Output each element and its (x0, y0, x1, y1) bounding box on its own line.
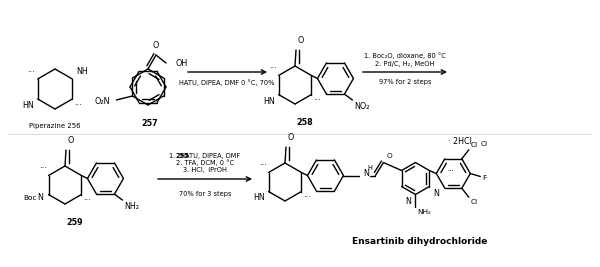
Text: O: O (386, 152, 392, 159)
Text: NO₂: NO₂ (355, 102, 370, 111)
Text: HN: HN (253, 194, 265, 202)
Text: HN: HN (263, 96, 275, 105)
Text: O: O (297, 36, 304, 45)
Text: ···: ··· (27, 68, 35, 77)
Text: ···: ··· (269, 65, 277, 73)
Text: O: O (67, 136, 73, 145)
Text: H: H (367, 166, 373, 171)
Text: 1.   HATU, DIPEA, DMF: 1. HATU, DIPEA, DMF (169, 153, 241, 159)
Text: NH₂: NH₂ (124, 202, 139, 211)
Text: O₂N: O₂N (95, 97, 110, 107)
Text: ···: ··· (83, 197, 91, 206)
Text: ···: ··· (313, 96, 322, 105)
Text: NH: NH (76, 67, 88, 76)
Text: 3. HCl,  iPrOH: 3. HCl, iPrOH (183, 167, 227, 173)
Text: 259: 259 (67, 218, 83, 227)
Text: ···: ··· (259, 162, 266, 171)
Text: N: N (433, 190, 439, 198)
Text: ···: ··· (38, 164, 47, 174)
Text: O: O (153, 41, 159, 50)
Text: · 2HCl: · 2HCl (448, 137, 472, 146)
Text: 2. Pd/C, H₂, MeOH: 2. Pd/C, H₂, MeOH (376, 61, 434, 67)
Text: ···: ··· (304, 194, 311, 202)
Text: Boc: Boc (23, 194, 37, 201)
Text: 70% for 3 steps: 70% for 3 steps (179, 191, 231, 197)
Text: NH₂: NH₂ (418, 209, 431, 214)
Text: Ensartinib dihydrochloride: Ensartinib dihydrochloride (352, 238, 488, 246)
Text: OH: OH (176, 58, 188, 68)
Text: O: O (287, 133, 293, 142)
Text: ···: ··· (74, 101, 82, 110)
Text: Cl: Cl (471, 142, 478, 148)
Text: 97% for 2 steps: 97% for 2 steps (379, 79, 431, 85)
Text: N: N (406, 198, 412, 206)
Text: 1. Boc₂O, dioxane, 80 °C: 1. Boc₂O, dioxane, 80 °C (364, 52, 446, 59)
Text: F: F (482, 175, 487, 180)
Text: ···: ··· (447, 168, 454, 175)
Text: Piperazine 256: Piperazine 256 (29, 123, 81, 129)
Text: N: N (38, 193, 44, 202)
Text: HN: HN (22, 101, 34, 110)
Text: 258: 258 (296, 118, 313, 127)
Text: 255: 255 (175, 153, 189, 159)
Text: 257: 257 (142, 119, 158, 128)
Text: Cl: Cl (481, 142, 487, 147)
Text: N: N (364, 169, 370, 178)
Text: 2. TFA, DCM, 0 °C: 2. TFA, DCM, 0 °C (176, 159, 234, 166)
Text: HATU, DIPEA, DMF 0 °C, 70%: HATU, DIPEA, DMF 0 °C, 70% (179, 79, 275, 86)
Text: Cl: Cl (471, 199, 478, 205)
